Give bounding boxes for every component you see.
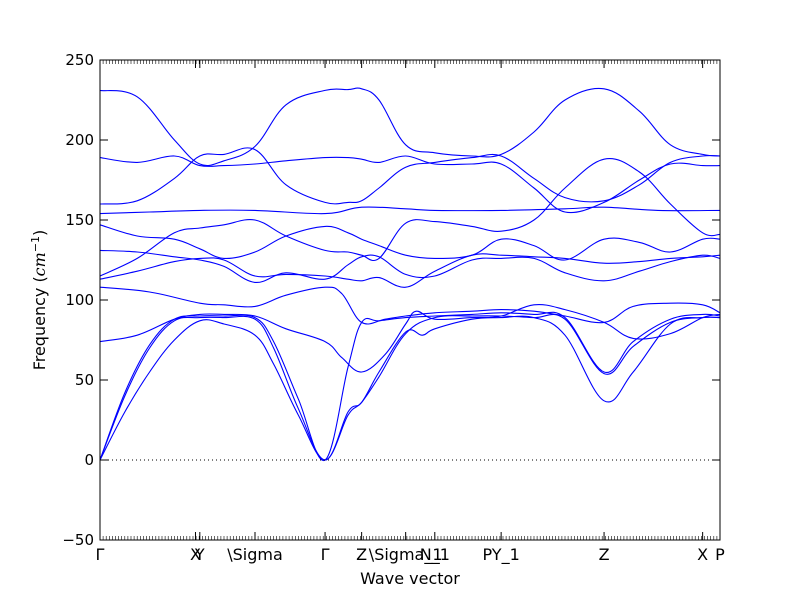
band-line-13	[99, 313, 721, 461]
x-tick-label: N_1	[420, 545, 450, 565]
plot-frame	[99, 59, 721, 541]
x-tick-label: \Sigma_1	[369, 545, 443, 565]
band-line-3	[99, 147, 721, 205]
x-tick-label: P	[715, 545, 725, 564]
y-ticks-group: −50 0 50 100 150 200 250	[62, 51, 720, 549]
y-tick-label: −50	[62, 531, 94, 549]
y-tick-label: 0	[84, 451, 94, 469]
band-line-12	[99, 315, 721, 461]
band-line-7	[99, 249, 721, 283]
band-line-6	[99, 224, 721, 261]
band-line-11	[99, 311, 721, 461]
y-tick-label: 250	[65, 51, 94, 69]
y-tick-label: 150	[65, 211, 94, 229]
x-tick-label: \Sigma	[227, 545, 283, 564]
x-tick-label: Z	[599, 545, 610, 564]
y-tick-label: 100	[65, 291, 94, 309]
x-tick-label: X	[190, 545, 201, 564]
y-tick-label: 200	[65, 131, 94, 149]
x-axis-label: Wave vector	[360, 569, 460, 588]
y-axis-label: Frequency (cm−1)	[29, 230, 49, 371]
band-lines-group	[99, 87, 721, 461]
band-line-2	[99, 155, 721, 214]
x-tick-label: Γ	[96, 545, 105, 564]
x-tick-label: Z	[356, 545, 367, 564]
band-line-5	[99, 158, 721, 277]
band-line-1	[99, 87, 721, 167]
band-line-10	[99, 303, 721, 373]
x-tick-label: Γ	[321, 545, 330, 564]
x-tick-label: X	[697, 545, 708, 564]
x-tick-label: Y	[194, 545, 205, 564]
x-tick-label: PY_1	[483, 545, 520, 565]
band-line-8	[99, 253, 721, 288]
x-ticks-group: Γ XY \Sigma Γ Z \Sigma_1N_1 PY_1 Z X P	[96, 60, 725, 565]
band-line-9	[99, 286, 721, 325]
band-line-4	[99, 206, 721, 215]
y-tick-label: 50	[75, 371, 94, 389]
